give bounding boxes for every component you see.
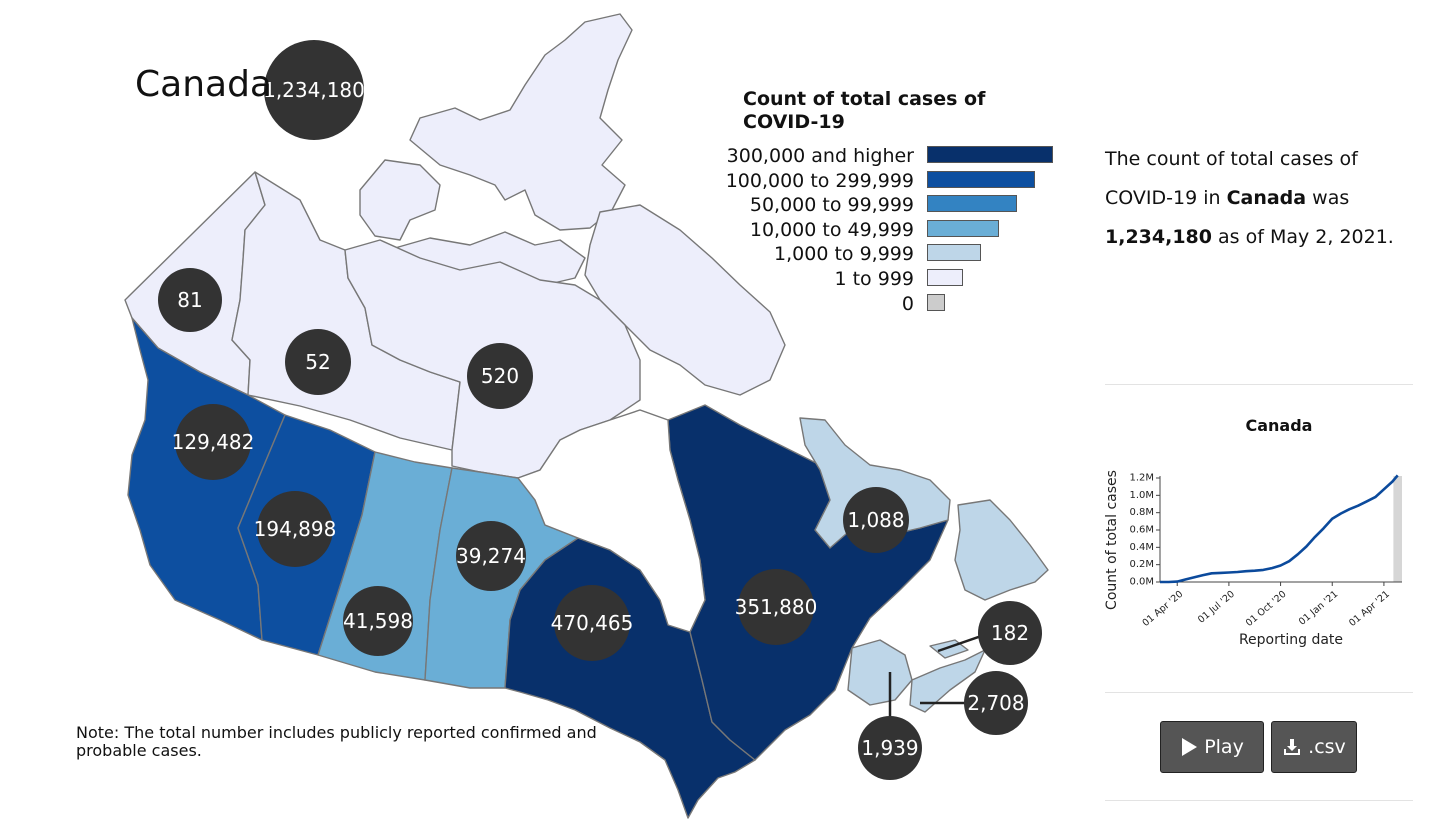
current-period-band xyxy=(1393,476,1402,582)
legend-rows: 300,000 and higher 100,000 to 299,999 50,0… xyxy=(720,144,1060,316)
x-tick-label: 01 Oct '20 xyxy=(1244,589,1289,629)
region-nunavut-islands[interactable] xyxy=(409,13,633,231)
legend-item-label: 100,000 to 299,999 xyxy=(725,169,914,192)
legend-item-swatch xyxy=(927,293,945,311)
bubble-quebec[interactable]: 351,880 xyxy=(735,569,818,645)
legend-item: 50,000 to 99,999 xyxy=(720,193,1060,218)
region-new-brunswick[interactable] xyxy=(847,639,913,706)
svg-text:182: 182 xyxy=(991,621,1029,645)
y-tick-label: 0.6M xyxy=(1129,525,1154,536)
nunavut-islands xyxy=(359,13,786,396)
y-tick-label: 1.2M xyxy=(1129,473,1154,484)
x-axis-label: Reporting date xyxy=(1239,632,1343,648)
region-baffin-island[interactable] xyxy=(584,204,786,396)
legend-item-label: 10,000 to 49,999 xyxy=(749,218,914,241)
legend-item: 10,000 to 49,999 xyxy=(720,218,1060,243)
legend: Count of total cases of COVID-19 300,000… xyxy=(720,88,1060,316)
svg-text:129,482: 129,482 xyxy=(172,430,255,454)
y-tick-label: 0.0M xyxy=(1129,577,1154,588)
legend-item-label: 300,000 and higher xyxy=(726,145,914,167)
legend-item: 1 to 999 xyxy=(720,267,1060,292)
bubble-saskatchewan[interactable]: 41,598 xyxy=(343,586,413,656)
bubble-manitoba[interactable]: 39,274 xyxy=(456,521,526,591)
svg-text:52: 52 xyxy=(305,350,330,374)
svg-text:41,598: 41,598 xyxy=(343,609,413,633)
bubble-nova-scotia[interactable]: 2,708 xyxy=(964,671,1028,735)
bubble-nunavut[interactable]: 520 xyxy=(467,343,533,409)
legend-item-swatch xyxy=(927,195,1017,213)
legend-title: Count of total cases of COVID-19 xyxy=(743,88,986,133)
download-icon xyxy=(1284,739,1301,755)
legend-item-swatch xyxy=(927,244,981,262)
legend-item-label: 0 xyxy=(901,292,914,315)
legend-item-label: 1 to 999 xyxy=(834,267,914,290)
x-tick-label: 01 Jul '20 xyxy=(1196,589,1237,626)
play-button-label: Play xyxy=(1204,736,1244,758)
divider-middle xyxy=(1105,692,1413,693)
cases-line-chart: 0.0M 0.2M 0.4M 0.6M 0.8M 1.0M 1.2M 01 Apr '20 01… xyxy=(1104,470,1402,648)
x-tick-label: 01 Apr '20 xyxy=(1140,589,1185,629)
region-nunavut-islands-west[interactable] xyxy=(359,159,441,241)
svg-text:81: 81 xyxy=(177,288,202,312)
chart-title: Canada xyxy=(1245,416,1313,435)
legend-item: 100,000 to 299,999 xyxy=(720,169,1060,194)
region-nova-scotia[interactable] xyxy=(909,649,986,713)
series-line-canada xyxy=(1160,474,1399,584)
bubble-northwest-territories[interactable]: 52 xyxy=(285,329,351,395)
svg-text:351,880: 351,880 xyxy=(735,595,818,619)
bubble-prince-edward-island[interactable]: 182 xyxy=(978,601,1042,665)
region-newfoundland-island[interactable] xyxy=(954,499,1049,601)
y-tick-label: 0.8M xyxy=(1129,507,1154,518)
play-button[interactable]: Play xyxy=(1160,721,1264,773)
legend-item-label: 50,000 to 99,999 xyxy=(749,194,914,217)
country-name: Canada xyxy=(135,64,272,105)
footnote: Note: The total number includes publicly… xyxy=(76,723,597,760)
y-tick-label: 0.2M xyxy=(1129,559,1154,570)
bubble-new-brunswick[interactable]: 1,939 xyxy=(858,716,922,780)
bubble-alberta[interactable]: 194,898 xyxy=(254,491,337,567)
region-newfoundland-labrador[interactable] xyxy=(799,417,951,549)
svg-text:39,274: 39,274 xyxy=(456,544,526,568)
region-quebec[interactable] xyxy=(667,404,949,761)
national-total-bubble: 1,234,180 xyxy=(263,40,365,140)
bubble-yukon[interactable]: 81 xyxy=(158,268,222,332)
legend-item-swatch xyxy=(927,219,999,237)
hudson-bay xyxy=(516,409,706,633)
summary-prefix: The count of total cases of COVID-19 in xyxy=(1105,148,1358,209)
summary-middle: was xyxy=(1306,187,1350,209)
legend-item-swatch xyxy=(927,268,963,286)
legend-item: 0 xyxy=(720,292,1060,317)
download-csv-button[interactable]: .csv xyxy=(1271,721,1357,773)
svg-text:1,234,180: 1,234,180 xyxy=(263,78,365,102)
play-icon xyxy=(1182,738,1198,756)
x-tick-label: 01 Apr '21 xyxy=(1347,589,1392,629)
bubble-ontario[interactable]: 470,465 xyxy=(551,585,634,661)
x-tick-label: 01 Jan '21 xyxy=(1297,589,1340,628)
svg-text:520: 520 xyxy=(481,364,519,388)
legend-item-swatch xyxy=(927,146,1053,163)
download-csv-label: .csv xyxy=(1308,736,1346,758)
bubble-newfoundland-labrador[interactable]: 1,088 xyxy=(843,487,909,553)
legend-item: 300,000 and higher xyxy=(720,144,1060,169)
y-tick-label: 1.0M xyxy=(1129,490,1154,501)
divider-bottom xyxy=(1105,800,1413,801)
svg-text:2,708: 2,708 xyxy=(967,691,1024,715)
legend-item-label: 1,000 to 9,999 xyxy=(774,243,914,266)
svg-text:1,939: 1,939 xyxy=(861,736,918,760)
y-tick-label: 0.4M xyxy=(1129,542,1154,553)
summary-value: 1,234,180 xyxy=(1105,226,1212,248)
summary-text: The count of total cases of COVID-19 in … xyxy=(1105,140,1425,257)
legend-item-swatch xyxy=(927,170,1035,188)
summary-region: Canada xyxy=(1226,187,1307,209)
bubble-british-columbia[interactable]: 129,482 xyxy=(172,404,255,480)
svg-text:470,465: 470,465 xyxy=(551,611,634,635)
svg-text:194,898: 194,898 xyxy=(254,517,337,541)
summary-suffix: as of May 2, 2021. xyxy=(1211,226,1394,248)
legend-item: 1,000 to 9,999 xyxy=(720,242,1060,267)
svg-text:1,088: 1,088 xyxy=(847,508,904,532)
canada-map: 1,234,180 81 52 520 129,482 194,898 41,5… xyxy=(124,13,1049,819)
divider-top xyxy=(1105,384,1413,385)
y-axis-label: Count of total cases xyxy=(1104,470,1120,610)
